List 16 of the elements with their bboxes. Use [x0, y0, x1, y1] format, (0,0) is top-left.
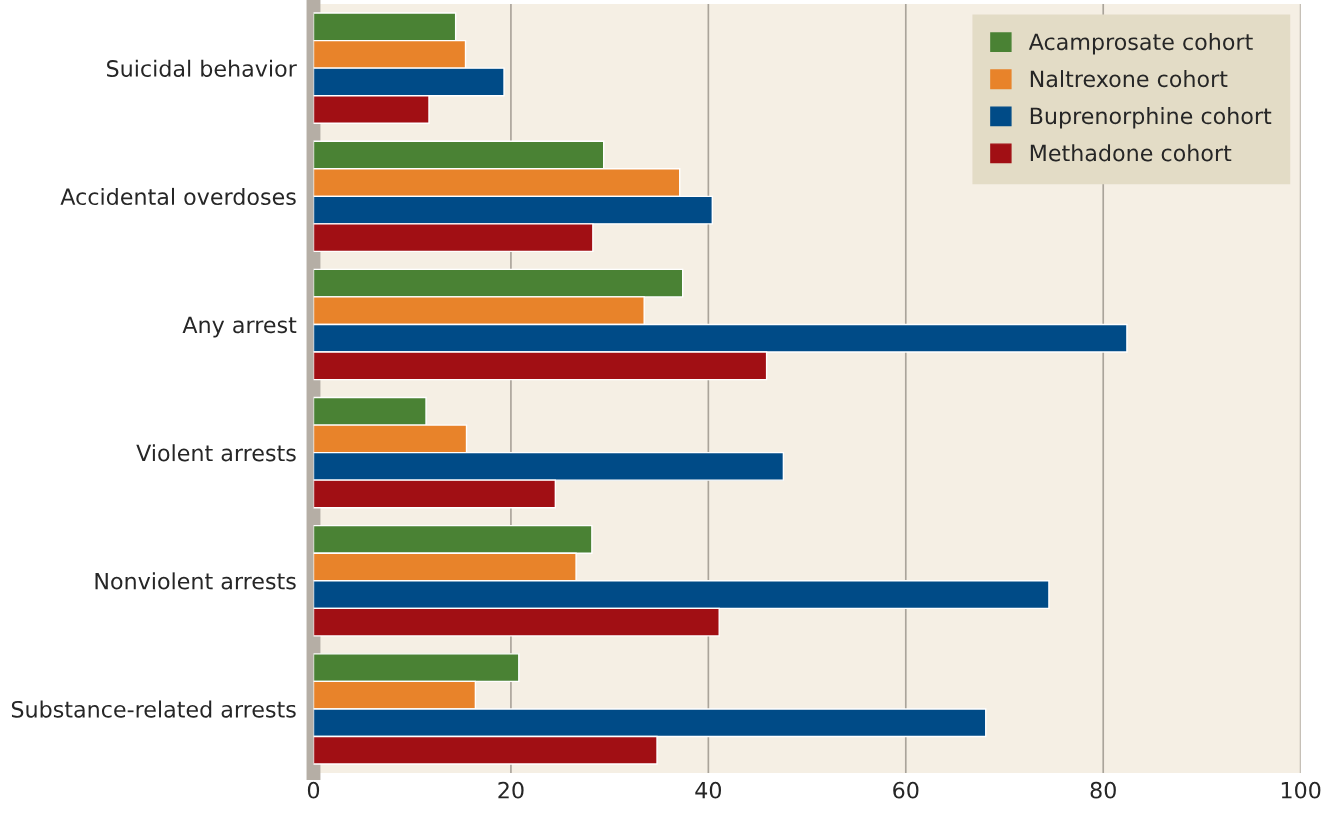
- y-tick-label: Suicidal behavior: [107, 59, 297, 77]
- y-tick-label: Violent arrests: [136, 444, 296, 462]
- x-tick-label: 60: [893, 781, 919, 799]
- legend-label: Naltrexone cohort: [1030, 70, 1228, 88]
- x-tick-label: 20: [498, 781, 524, 799]
- legend-label: Buprenorphine cohort: [1030, 107, 1272, 129]
- y-tick-label: Nonviolent arrests: [95, 572, 296, 590]
- legend-label: Acamprosate cohort: [1028, 32, 1253, 55]
- y-tick-label: Any arrest: [182, 316, 297, 338]
- y-tick-label: Substance-related arrests: [11, 700, 296, 718]
- x-tick-label: 0: [307, 781, 320, 799]
- y-tick-label: Accidental overdoses: [60, 187, 296, 206]
- x-tick-label: 40: [695, 781, 722, 799]
- x-tick-label: 100: [1281, 781, 1321, 799]
- legend-label: Methadone cohort: [1030, 144, 1232, 162]
- x-tick-label: 80: [1090, 781, 1116, 799]
